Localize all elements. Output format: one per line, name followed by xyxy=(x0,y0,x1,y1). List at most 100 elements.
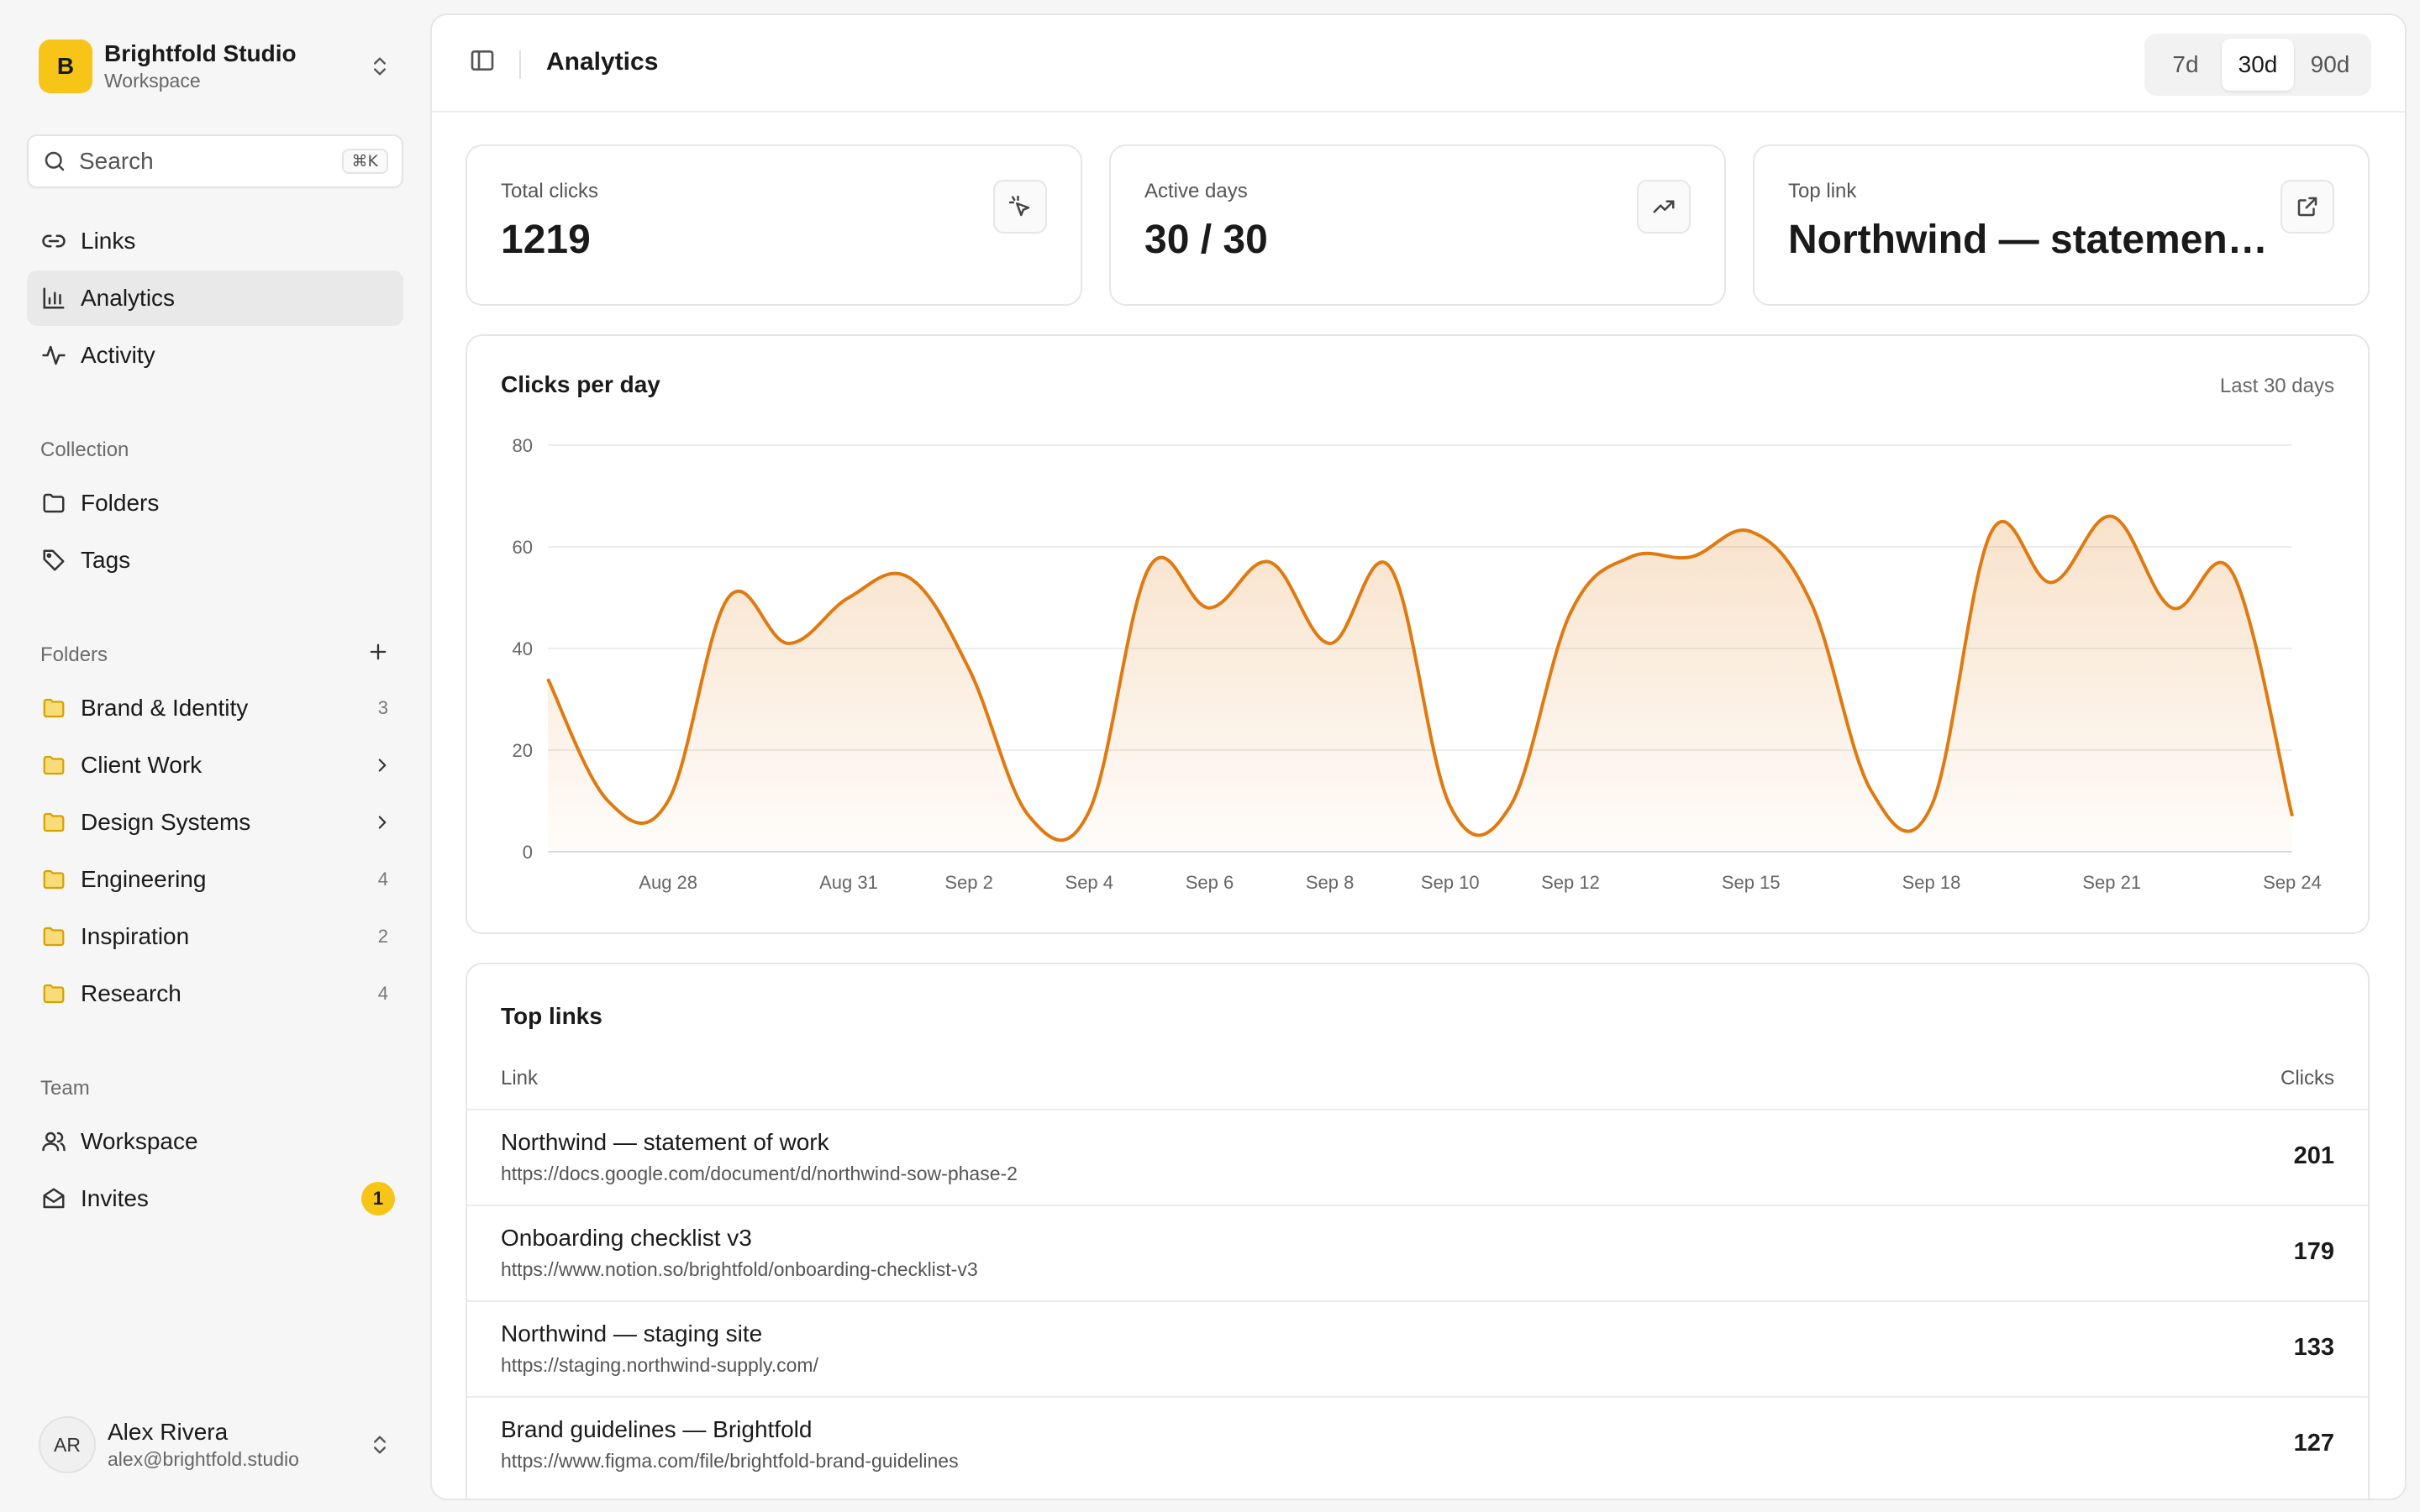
chart-card: Clicks per day Last 30 days 0 20 40 60 80 Aug… xyxy=(466,334,2370,934)
workspace-switcher[interactable]: B Brightfold Studio Workspace xyxy=(25,29,403,104)
folder-item-research[interactable]: Research 4 xyxy=(27,966,403,1021)
folder-label: Client Work xyxy=(81,752,203,778)
folder-label: Research xyxy=(81,980,182,1006)
sidebar: B Brightfold Studio Workspace Search ⌘K … xyxy=(0,0,429,1512)
folder-label: Brand & Identity xyxy=(81,695,249,721)
main-panel: Analytics 7d 30d 90d Total clicks 1219 A… xyxy=(430,13,2407,1500)
x-tick-label: Aug 31 xyxy=(819,872,878,893)
section-heading-collection: Collection xyxy=(40,438,129,461)
nav-item-tags[interactable]: Tags xyxy=(27,533,403,588)
sidebar-toggle-icon[interactable] xyxy=(469,47,496,74)
chevron-up-down-icon xyxy=(368,1433,392,1457)
nav-label: Tags xyxy=(81,547,131,573)
nav-label: Analytics xyxy=(81,285,176,311)
folder-count: 4 xyxy=(377,983,388,1004)
bar-chart-icon xyxy=(39,283,69,313)
folder-icon xyxy=(39,693,69,723)
nav-item-folders[interactable]: Folders xyxy=(27,475,403,531)
folder-item-engineering[interactable]: Engineering 4 xyxy=(27,852,403,907)
invites-badge: 1 xyxy=(361,1182,395,1215)
stat-card-total-clicks: Total clicks 1219 xyxy=(466,144,1082,306)
x-tick-label: Sep 18 xyxy=(1902,872,1961,893)
x-tick-label: Sep 10 xyxy=(1421,872,1480,893)
link-clicks: 133 xyxy=(2293,1334,2334,1361)
nav-item-activity[interactable]: Activity xyxy=(27,328,403,383)
folder-count: 2 xyxy=(377,926,388,947)
nav-item-invites[interactable]: Invites 1 xyxy=(27,1171,403,1226)
folder-item-design-systems[interactable]: Design Systems xyxy=(27,795,403,850)
link-title: Northwind — statement of work xyxy=(501,1129,829,1155)
link-url: https://www.notion.so/brightfold/onboard… xyxy=(501,1258,978,1280)
folder-icon xyxy=(39,488,69,518)
add-folder-button[interactable] xyxy=(366,640,390,664)
table-row[interactable]: Onboarding checklist v3 https://www.noti… xyxy=(467,1205,2368,1300)
link-clicks: 127 xyxy=(2293,1430,2334,1457)
avatar: AR xyxy=(39,1416,96,1473)
x-tick-label: Sep 24 xyxy=(2263,872,2322,893)
nav-item-workspace[interactable]: Workspace xyxy=(27,1114,403,1169)
cursor-click-icon xyxy=(993,180,1047,234)
folder-icon xyxy=(39,750,69,780)
clicks-chart: 0 20 40 60 80 Aug 28 Aug 31 Sep 2 Sep 4 Sep 6 Sep … xyxy=(513,435,2322,893)
y-tick-label: 40 xyxy=(513,638,533,659)
table-row[interactable]: Northwind — statement of work https://do… xyxy=(467,1109,2368,1205)
folder-item-brand-identity[interactable]: Brand & Identity 3 xyxy=(27,680,403,736)
link-clicks: 179 xyxy=(2293,1238,2334,1265)
x-tick-label: Sep 15 xyxy=(1722,872,1781,893)
user-menu[interactable]: AR Alex Rivera alex@brightfold.studio xyxy=(25,1403,403,1487)
search-input[interactable]: Search ⌘K xyxy=(27,134,403,188)
nav-item-analytics[interactable]: Analytics xyxy=(27,270,403,326)
top-links-card: Top links Link Clicks Northwind — statem… xyxy=(466,963,2370,1499)
x-tick-label: Aug 28 xyxy=(639,872,697,893)
folder-item-inspiration[interactable]: Inspiration 2 xyxy=(27,909,403,964)
link-clicks: 201 xyxy=(2293,1142,2334,1169)
range-30d-button[interactable]: 30d xyxy=(2222,39,2294,91)
table-row[interactable]: Northwind — staging site https://staging… xyxy=(467,1300,2368,1396)
y-tick-label: 80 xyxy=(513,435,533,456)
chart-title: Clicks per day xyxy=(501,371,660,397)
y-tick-label: 0 xyxy=(523,842,533,863)
section-heading-team: Team xyxy=(40,1077,90,1100)
nav-label: Folders xyxy=(81,490,160,516)
chart-range-label: Last 30 days xyxy=(2219,375,2334,397)
folder-icon xyxy=(39,921,69,952)
external-link-icon[interactable] xyxy=(2281,180,2334,234)
stat-value: 1219 xyxy=(501,218,591,262)
stat-label: Top link xyxy=(1788,180,1857,202)
link-icon xyxy=(39,226,69,256)
activity-icon xyxy=(39,340,69,370)
page-title: Analytics xyxy=(546,48,659,76)
search-shortcut: ⌘K xyxy=(341,149,388,174)
trending-up-icon xyxy=(1637,180,1691,234)
stat-card-top-link: Top link Northwind — statement o... xyxy=(1753,144,2370,306)
chevron-right-icon[interactable] xyxy=(371,811,393,833)
stat-value: Northwind — statement o... xyxy=(1788,218,2275,262)
link-title: Northwind — staging site xyxy=(501,1320,763,1347)
nav-item-links[interactable]: Links xyxy=(27,213,403,269)
chevron-right-icon[interactable] xyxy=(371,754,393,776)
range-7d-button[interactable]: 7d xyxy=(2172,51,2199,77)
link-url: https://docs.google.com/document/d/north… xyxy=(501,1163,1018,1184)
topbar: Analytics 7d 30d 90d xyxy=(432,15,2405,113)
folder-icon xyxy=(39,979,69,1009)
table-row[interactable]: Brand guidelines — Brightfold https://ww… xyxy=(467,1396,2368,1492)
folder-count: 3 xyxy=(377,697,388,718)
y-tick-label: 20 xyxy=(513,740,533,761)
range-90d-button[interactable]: 90d xyxy=(2310,51,2350,77)
link-url: https://staging.northwind-supply.com/ xyxy=(501,1354,818,1376)
workspace-logo: B xyxy=(39,39,92,93)
link-title: Onboarding checklist v3 xyxy=(501,1225,752,1251)
folder-icon xyxy=(39,864,69,895)
stat-label: Total clicks xyxy=(501,180,599,202)
tag-icon xyxy=(39,545,69,575)
x-tick-label: Sep 8 xyxy=(1306,872,1355,893)
y-tick-label: 60 xyxy=(513,537,533,558)
search-placeholder: Search xyxy=(79,148,154,174)
nav-label: Invites xyxy=(81,1185,149,1211)
link-url: https://www.figma.com/file/brightfold-br… xyxy=(501,1450,959,1472)
table-title: Top links xyxy=(501,1003,602,1029)
column-header-link: Link xyxy=(501,1067,539,1089)
stat-card-active-days: Active days 30 / 30 xyxy=(1109,144,1726,306)
folder-icon xyxy=(39,807,69,837)
folder-item-client-work[interactable]: Client Work xyxy=(27,738,403,793)
